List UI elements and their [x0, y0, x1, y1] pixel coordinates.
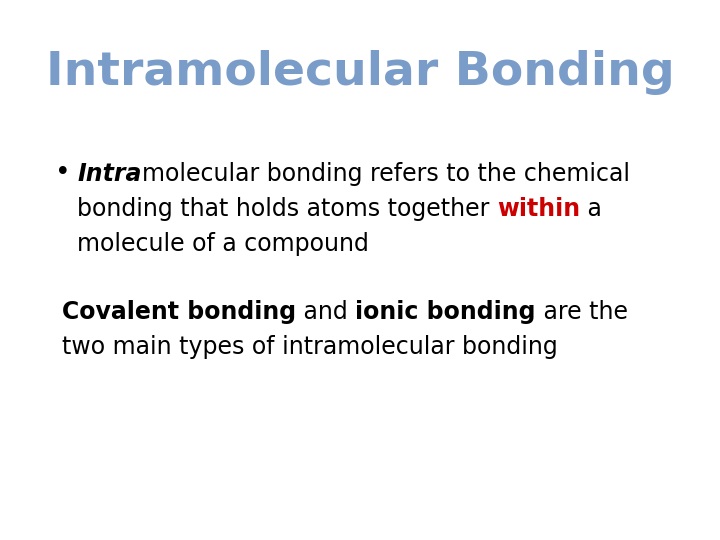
Text: two main types of intramolecular bonding: two main types of intramolecular bonding	[62, 335, 558, 359]
Text: a: a	[580, 197, 602, 221]
Text: molecular bonding refers to the chemical: molecular bonding refers to the chemical	[142, 162, 629, 186]
Text: within: within	[497, 197, 580, 221]
Text: Intramolecular Bonding: Intramolecular Bonding	[45, 50, 675, 95]
Text: and: and	[296, 300, 356, 324]
Text: Intra: Intra	[77, 162, 142, 186]
Text: ionic bonding: ionic bonding	[356, 300, 536, 324]
Text: are the: are the	[536, 300, 628, 324]
Text: Covalent bonding: Covalent bonding	[62, 300, 296, 324]
Text: •: •	[55, 160, 71, 186]
Text: bonding that holds atoms together: bonding that holds atoms together	[77, 197, 497, 221]
Text: molecule of a compound: molecule of a compound	[77, 232, 369, 256]
